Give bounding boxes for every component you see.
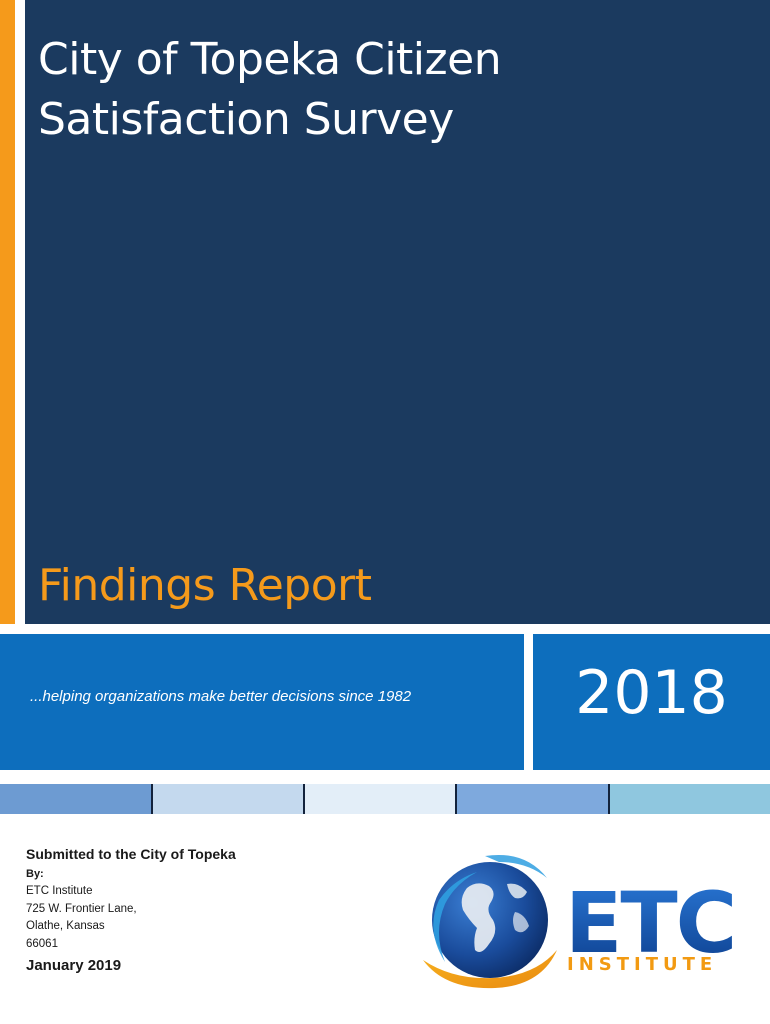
report-year: 2018	[575, 658, 728, 728]
tagline: ...helping organizations make better dec…	[30, 688, 412, 705]
stripe	[303, 784, 455, 814]
report-date: January 2019	[26, 957, 122, 974]
org-name: ETC Institute	[26, 885, 93, 897]
address-city: Olathe, Kansas	[26, 920, 105, 932]
report-title: City of Topeka Citizen Satisfaction Surv…	[38, 34, 502, 145]
stripe	[0, 784, 151, 814]
year-box	[533, 634, 770, 770]
stripe	[151, 784, 303, 814]
stripe	[455, 784, 608, 814]
by-label: By:	[26, 868, 44, 880]
color-stripes	[0, 784, 770, 814]
cover-panel	[25, 0, 770, 624]
tagline-band	[0, 634, 524, 770]
address-zip: 66061	[26, 937, 58, 950]
submitted-to: Submitted to the City of Topeka	[26, 846, 236, 862]
etc-institute-logo: ETC INSTITUTE	[423, 854, 737, 989]
accent-bar	[0, 0, 15, 624]
stripe	[608, 784, 770, 814]
submission-info: Submitted to the City of Topeka By: ETC …	[26, 846, 236, 989]
address-street: 725 W. Frontier Lane,	[26, 902, 137, 915]
globe-icon	[423, 854, 557, 989]
report-subtitle: Findings Report	[38, 560, 372, 611]
logo-subtext: INSTITUTE	[567, 954, 717, 975]
logo-wordmark: ETC	[565, 874, 735, 972]
